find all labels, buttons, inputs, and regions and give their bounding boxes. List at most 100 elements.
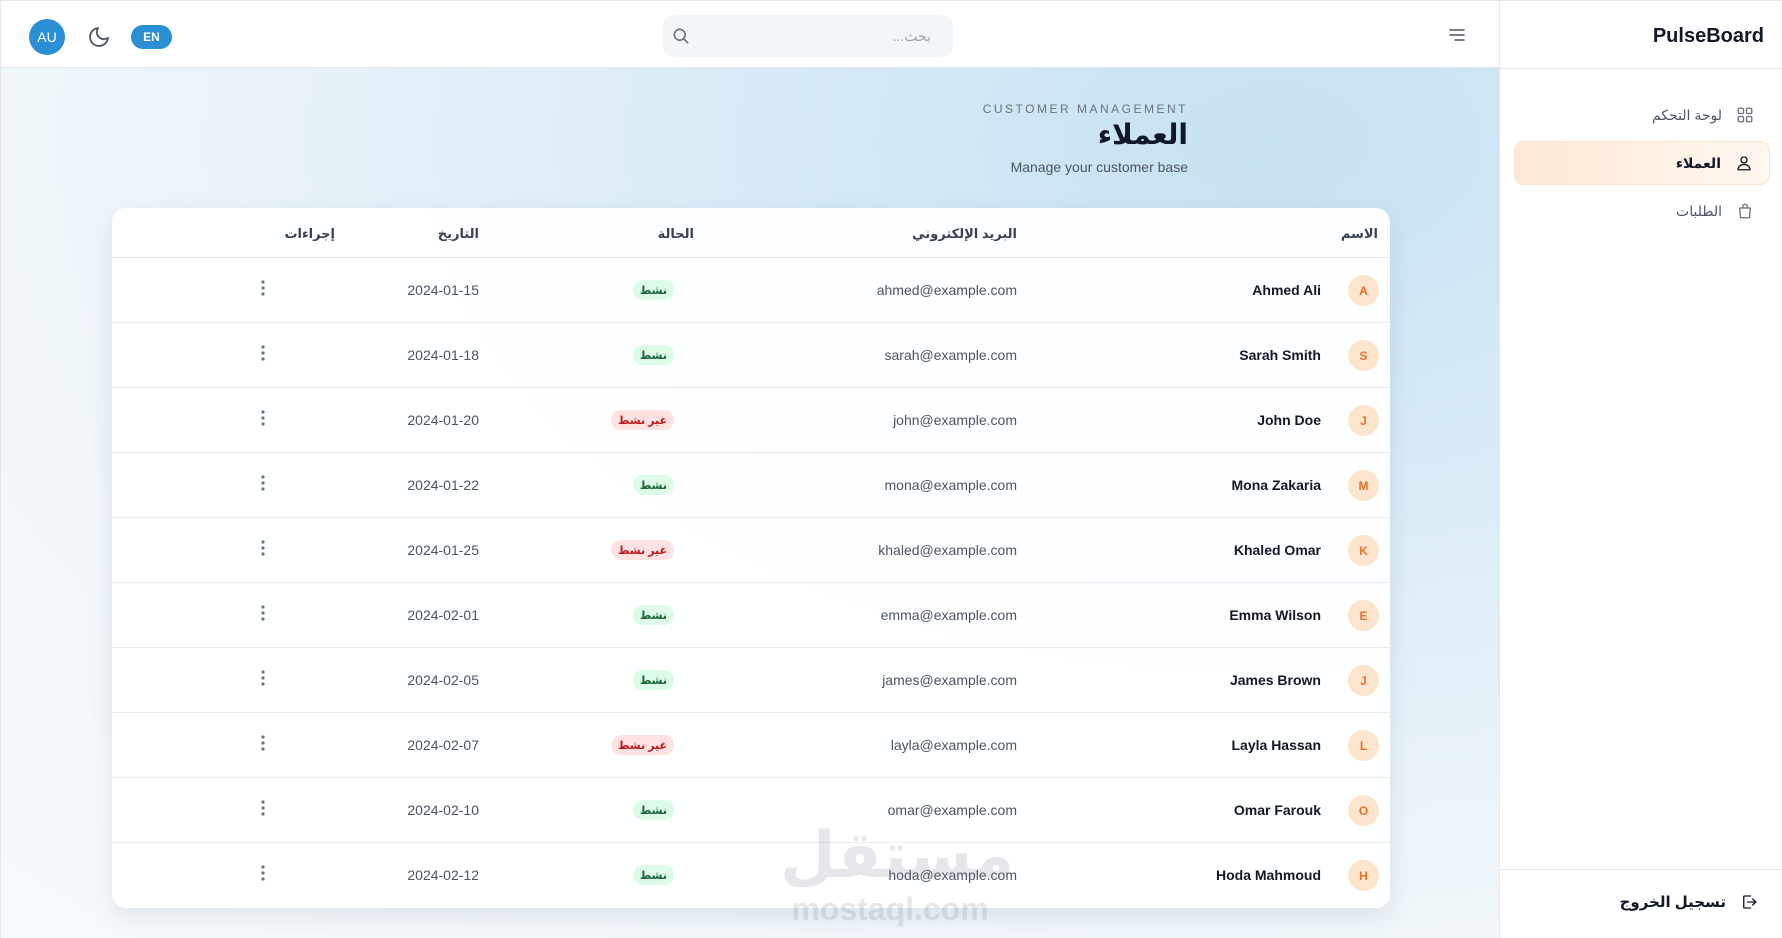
customer-avatar: A	[1348, 275, 1379, 306]
customer-date: 2024-02-01	[407, 607, 479, 623]
customer-date: 2024-02-05	[407, 672, 479, 688]
more-actions-icon[interactable]	[258, 408, 268, 428]
table-row[interactable]: A Ahmed Ali ahmed@example.com نشط 2024-01-15	[112, 258, 1390, 323]
more-actions-icon[interactable]	[258, 798, 268, 818]
customer-email: emma@example.com	[880, 607, 1017, 623]
table-row[interactable]: H Hoda Mahmoud hoda@example.com نشط 2024-02-…	[112, 843, 1390, 908]
sidebar-item-label: العملاء	[1675, 154, 1721, 171]
language-toggle-button[interactable]: EN	[131, 25, 172, 49]
customer-date: 2024-02-07	[407, 737, 479, 753]
brand-logo[interactable]: PulseBoard	[1652, 25, 1764, 47]
customer-email: john@example.com	[893, 412, 1017, 428]
search-input[interactable]	[693, 15, 943, 57]
more-actions-icon[interactable]	[258, 668, 268, 688]
table-row[interactable]: S Sarah Smith sarah@example.com نشط 2024-01-…	[112, 323, 1390, 388]
column-header-status[interactable]: الحالة	[657, 226, 694, 241]
status-badge: نشط	[632, 670, 674, 690]
customer-name: John Doe	[1257, 412, 1321, 428]
table-row[interactable]: K Khaled Omar khaled@example.com غير نشط 202…	[112, 518, 1390, 583]
status-badge: نشط	[632, 865, 674, 885]
user-avatar[interactable]: AU	[29, 19, 65, 55]
customer-date: 2024-01-25	[407, 542, 479, 558]
customer-name: Khaled Omar	[1233, 542, 1321, 558]
logout-button[interactable]: تسجيل الخروج	[1620, 893, 1758, 911]
sidebar-item-dashboard[interactable]: لوحة التحكم	[1514, 93, 1770, 137]
page-eyebrow: CUSTOMER MANAGEMENT	[982, 102, 1188, 116]
customers-table: الاسم البريد الإلكتروني الحالة التاريخ إ…	[112, 208, 1390, 908]
main-area: AU EN CUSTOMER MANAGEMENT العملاء Manage…	[0, 0, 1500, 938]
top-bar: AU EN	[1, 1, 1500, 68]
sidebar-item-orders[interactable]: الطلبات	[1514, 189, 1770, 233]
customer-email: layla@example.com	[890, 737, 1017, 753]
more-actions-icon[interactable]	[258, 278, 268, 298]
customer-date: 2024-01-22	[407, 477, 479, 493]
customer-email: omar@example.com	[887, 802, 1017, 818]
sidebar-item-label: الطلبات	[1676, 202, 1722, 219]
customer-email: ahmed@example.com	[876, 282, 1017, 298]
customer-name: Layla Hassan	[1231, 737, 1322, 753]
customer-avatar: K	[1348, 535, 1379, 566]
search-box	[663, 15, 953, 57]
customer-email: hoda@example.com	[888, 867, 1017, 883]
customer-date: 2024-01-15	[407, 282, 479, 298]
status-badge: نشط	[632, 475, 674, 495]
customer-name: Hoda Mahmoud	[1216, 867, 1321, 883]
users-icon	[1737, 156, 1751, 171]
customer-name: Mona Zakaria	[1231, 477, 1321, 493]
column-header-date[interactable]: التاريخ	[437, 226, 479, 241]
sidebar-divider	[1500, 869, 1782, 870]
table-row[interactable]: J James Brown james@example.com نشط 2024-02-…	[112, 648, 1390, 713]
sidebar-item-customers[interactable]: العملاء	[1514, 141, 1770, 185]
sidebar-divider	[1500, 68, 1782, 69]
moon-icon[interactable]	[87, 25, 111, 49]
logout-label: تسجيل الخروج	[1619, 894, 1726, 911]
customer-avatar: M	[1348, 470, 1379, 501]
table-row[interactable]: M Mona Zakaria mona@example.com نشط 2024-01-…	[112, 453, 1390, 518]
more-actions-icon[interactable]	[258, 863, 268, 883]
table-row[interactable]: E Emma Wilson emma@example.com نشط 2024-02-0…	[112, 583, 1390, 648]
status-badge: نشط	[632, 800, 674, 820]
status-badge: غير نشط	[610, 410, 674, 430]
grid-icon	[1737, 107, 1753, 123]
shopping-bag-icon	[1739, 203, 1751, 219]
status-badge: غير نشط	[610, 735, 674, 755]
more-actions-icon[interactable]	[258, 473, 268, 493]
customer-date: 2024-01-18	[407, 347, 479, 363]
table-row[interactable]: O Omar Farouk omar@example.com نشط 2024-02-1…	[112, 778, 1390, 843]
column-header-name[interactable]: الاسم	[1340, 226, 1378, 241]
more-actions-icon[interactable]	[258, 343, 268, 363]
status-badge: غير نشط	[610, 540, 674, 560]
status-badge: نشط	[632, 280, 674, 300]
customer-date: 2024-01-20	[407, 412, 479, 428]
customer-email: khaled@example.com	[878, 542, 1017, 558]
customer-name: James Brown	[1229, 672, 1321, 688]
logout-icon	[1743, 895, 1757, 909]
column-header-actions: إجراءات	[284, 226, 335, 241]
sidebar-item-label: لوحة التحكم	[1651, 106, 1722, 123]
table-row[interactable]: L Layla Hassan layla@example.com غير نشط 202…	[112, 713, 1390, 778]
customer-email: sarah@example.com	[884, 347, 1018, 363]
customer-avatar: O	[1348, 795, 1379, 826]
customer-date: 2024-02-10	[407, 802, 479, 818]
more-actions-icon[interactable]	[258, 538, 268, 558]
sidebar: PulseBoard لوحة التحكم العملاء الطلبات ت…	[1499, 0, 1782, 938]
customer-name: Emma Wilson	[1229, 607, 1321, 623]
customer-avatar: L	[1348, 730, 1379, 761]
customer-email: mona@example.com	[884, 477, 1018, 493]
customer-avatar: E	[1348, 600, 1379, 631]
table-row[interactable]: J John Doe john@example.com غير نشط 2024-01-…	[112, 388, 1390, 453]
more-actions-icon[interactable]	[258, 733, 268, 753]
customer-avatar: S	[1348, 340, 1379, 371]
customer-avatar: J	[1348, 405, 1379, 436]
menu-icon[interactable]	[1448, 27, 1466, 43]
customer-name: Ahmed Ali	[1252, 282, 1321, 298]
customer-avatar: H	[1348, 860, 1379, 891]
customer-name: Sarah Smith	[1239, 347, 1321, 363]
column-header-email[interactable]: البريد الإلكتروني	[912, 226, 1017, 241]
table-header: الاسم البريد الإلكتروني الحالة التاريخ إ…	[112, 208, 1390, 258]
customer-avatar: J	[1348, 665, 1379, 696]
page-title: العملاء	[1097, 119, 1188, 150]
search-icon	[673, 28, 689, 44]
customer-email: james@example.com	[882, 672, 1017, 688]
more-actions-icon[interactable]	[258, 603, 268, 623]
